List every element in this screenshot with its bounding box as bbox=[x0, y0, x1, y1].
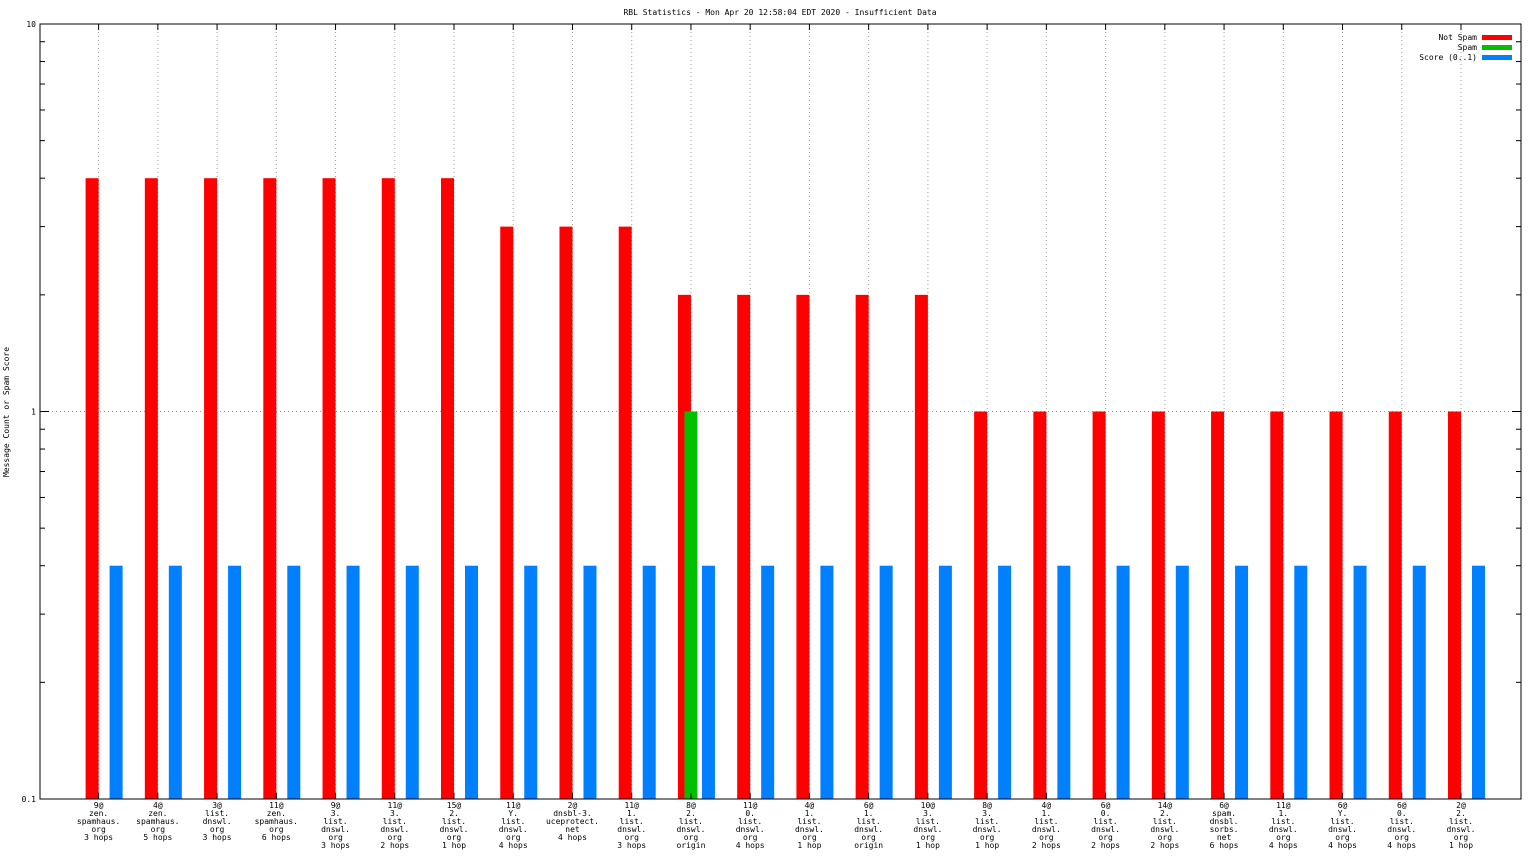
y-axis-label: Message Count or Spam Score bbox=[2, 347, 11, 477]
bar-not-spam bbox=[1211, 411, 1225, 799]
bar-score-0-1 bbox=[1294, 565, 1308, 799]
bar-score-0-1 bbox=[346, 565, 360, 799]
bar-not-spam bbox=[618, 226, 632, 800]
x-tick-label: 9@ 3. list. dnswl. org 3 hops bbox=[321, 801, 350, 850]
x-tick-label: 4@ 1. list. dnswl. org 2 hops bbox=[1032, 801, 1061, 850]
legend-label: Score (0..1) bbox=[1419, 53, 1477, 62]
x-tick-label: 8@ 2. list. dnswl. org origin bbox=[676, 801, 705, 850]
bars bbox=[85, 178, 1485, 800]
axis-ticks bbox=[40, 23, 1521, 800]
chart-title: RBL Statistics - Mon Apr 20 12:58:04 EDT… bbox=[623, 8, 936, 17]
legend-label: Not Spam bbox=[1438, 33, 1477, 42]
x-tick-label: 6@ 0. list. dnswl. org 4 hops bbox=[1387, 801, 1416, 850]
y-tick-labels: 0.1 1 10 bbox=[22, 20, 37, 804]
x-tick-label: 2@ 2. list. dnswl. org 1 hop bbox=[1447, 801, 1476, 850]
bar-score-0-1 bbox=[1412, 565, 1426, 799]
bar-score-0-1 bbox=[820, 565, 834, 799]
bar-score-0-1 bbox=[228, 565, 242, 799]
bar-score-0-1 bbox=[642, 565, 656, 799]
bar-not-spam bbox=[1092, 411, 1106, 799]
bar-not-spam bbox=[1270, 411, 1284, 799]
bar-not-spam bbox=[1448, 411, 1461, 799]
x-tick-label: 6@ spam. dnsbl. sorbs. net 6 hops bbox=[1210, 801, 1239, 850]
x-tick-label: 14@ 2. list. dnswl. org 2 hops bbox=[1150, 801, 1179, 850]
bar-not-spam bbox=[85, 178, 99, 799]
bar-score-0-1 bbox=[1116, 565, 1130, 799]
bar-score-0-1 bbox=[287, 565, 301, 799]
bar-not-spam bbox=[144, 178, 158, 799]
bar-score-0-1 bbox=[465, 565, 479, 799]
bar-score-0-1 bbox=[938, 565, 952, 799]
x-tick-label: 11@ 0. list. dnswl. org 4 hops bbox=[736, 801, 765, 850]
x-tick-label: 11@ zen. spamhaus. org 6 hops bbox=[255, 801, 298, 842]
legend-swatch bbox=[1482, 45, 1512, 50]
x-tick-label: 4@ 1. list. dnswl. org 1 hop bbox=[795, 801, 824, 850]
bar-score-0-1 bbox=[109, 565, 123, 799]
bar-not-spam bbox=[1033, 411, 1047, 799]
bar-score-0-1 bbox=[879, 565, 893, 799]
x-tick-label: 6@ Y. list. dnswl. org 4 hops bbox=[1328, 801, 1357, 850]
x-tick-label: 11@ 1. list. dnswl. org 3 hops bbox=[617, 801, 646, 850]
bar-score-0-1 bbox=[1353, 565, 1367, 799]
y-tick-label: 1 bbox=[31, 408, 36, 417]
bar-score-0-1 bbox=[524, 565, 538, 799]
x-tick-labels: 9@ zen. spamhaus. org 3 hops 4@ zen. spamhaus. o… bbox=[77, 801, 1476, 850]
bar-score-0-1 bbox=[1175, 565, 1189, 799]
bar-score-0-1 bbox=[168, 565, 182, 799]
bar-not-spam bbox=[441, 178, 455, 799]
x-tick-label: 2@ dnsbl-3. uceprotect. net 4 hops bbox=[546, 801, 599, 842]
x-tick-label: 4@ zen. spamhaus. org 5 hops bbox=[136, 801, 179, 842]
y-tick-label: 10 bbox=[26, 20, 36, 29]
bar-not-spam bbox=[974, 411, 988, 799]
bar-not-spam bbox=[381, 178, 395, 799]
bar-score-0-1 bbox=[701, 565, 715, 799]
x-tick-label: 11@ 1. list. dnswl. org 4 hops bbox=[1269, 801, 1298, 850]
bar-not-spam bbox=[914, 294, 928, 799]
bar-not-spam bbox=[796, 294, 810, 799]
bar-not-spam bbox=[1329, 411, 1343, 799]
x-tick-label: 11@ Y. list. dnswl. org 4 hops bbox=[499, 801, 528, 850]
bar-not-spam bbox=[737, 294, 751, 799]
bar-not-spam bbox=[559, 226, 573, 800]
bar-score-0-1 bbox=[1472, 565, 1485, 799]
bar-not-spam bbox=[1388, 411, 1402, 799]
bar-not-spam bbox=[204, 178, 218, 799]
x-tick-label: 8@ 3. list. dnswl. org 1 hop bbox=[973, 801, 1002, 850]
x-tick-label: 6@ 0. list. dnswl. org 2 hops bbox=[1091, 801, 1120, 850]
bar-score-0-1 bbox=[405, 565, 419, 799]
bar-not-spam bbox=[322, 178, 336, 799]
x-tick-label: 9@ zen. spamhaus. org 3 hops bbox=[77, 801, 120, 842]
x-tick-label: 6@ 1. list. dnswl. org origin bbox=[854, 801, 883, 850]
bar-not-spam bbox=[855, 294, 869, 799]
bar-score-0-1 bbox=[583, 565, 597, 799]
legend-swatch bbox=[1482, 55, 1512, 60]
y-tick-label: 0.1 bbox=[22, 795, 37, 804]
bar-not-spam bbox=[1151, 411, 1165, 799]
grid-lines bbox=[40, 24, 1521, 799]
legend-swatch bbox=[1482, 35, 1512, 40]
bar-not-spam bbox=[500, 226, 514, 800]
bar-not-spam bbox=[263, 178, 277, 799]
x-tick-label: 10@ 3. list. dnswl. org 1 hop bbox=[913, 801, 942, 850]
x-tick-label: 15@ 2. list. dnswl. org 1 hop bbox=[440, 801, 469, 850]
bar-score-0-1 bbox=[1057, 565, 1071, 799]
bar-spam bbox=[684, 411, 698, 799]
x-tick-label: 11@ 3. list. dnswl. org 2 hops bbox=[380, 801, 409, 850]
bar-score-0-1 bbox=[1235, 565, 1249, 799]
bar-score-0-1 bbox=[761, 565, 775, 799]
x-tick-label: 3@ list. dnswl. org 3 hops bbox=[203, 801, 232, 842]
bar-score-0-1 bbox=[998, 565, 1012, 799]
legend-label: Spam bbox=[1458, 43, 1477, 52]
